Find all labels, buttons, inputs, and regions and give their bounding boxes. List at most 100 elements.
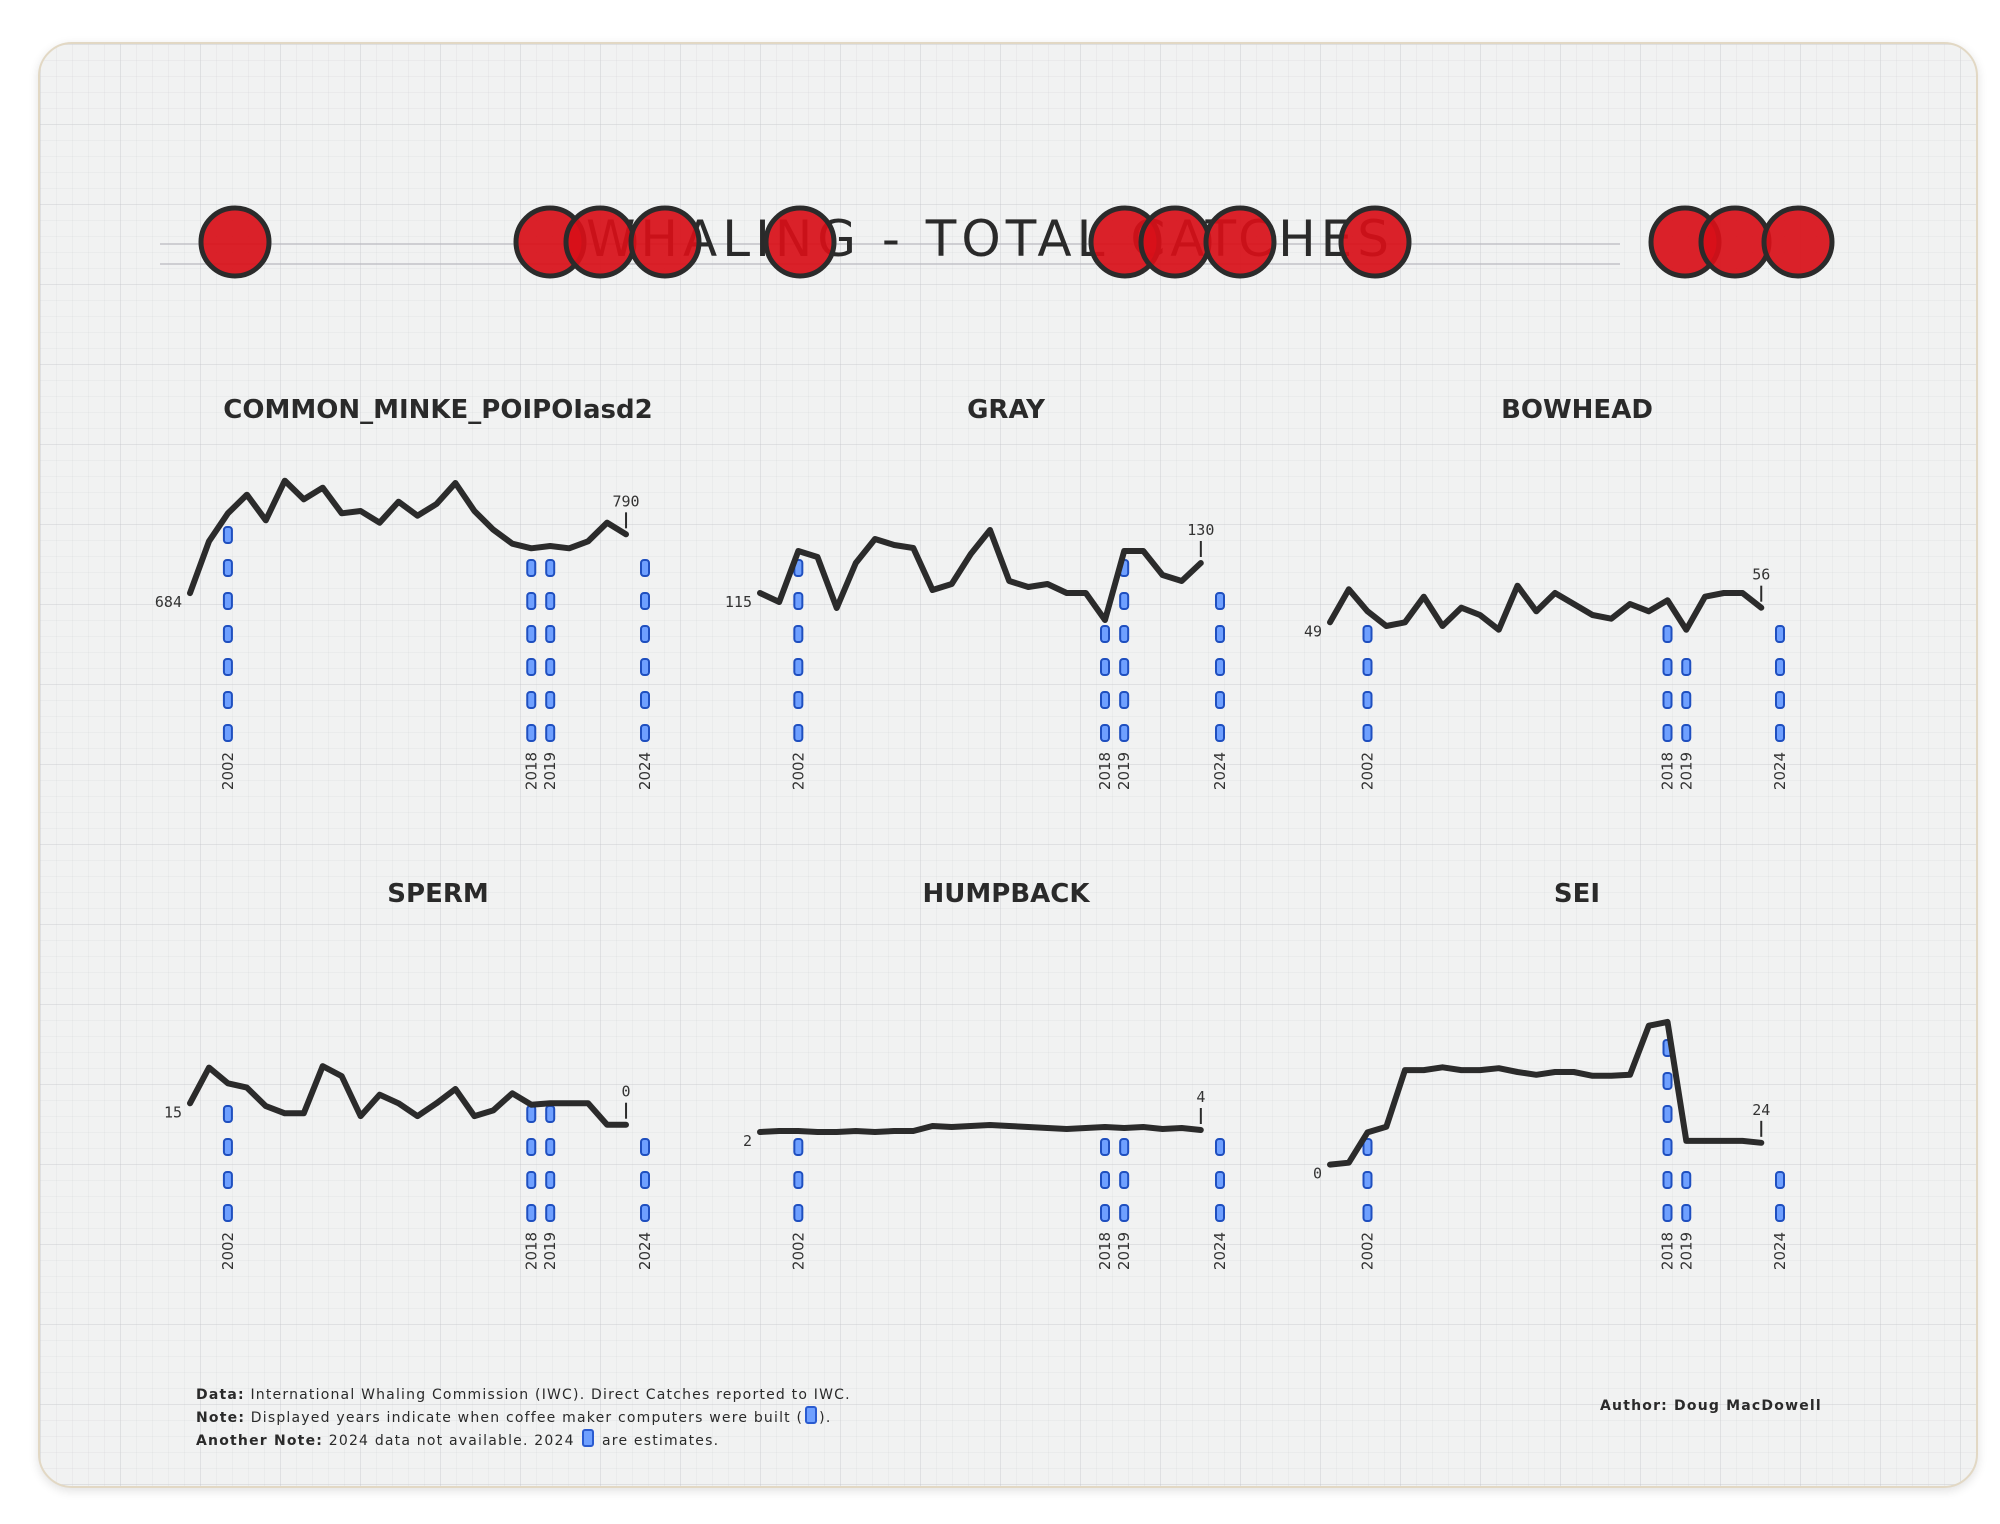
data-point <box>282 1110 288 1116</box>
data-point <box>1758 1140 1764 1146</box>
data-point <box>1102 1124 1108 1130</box>
graph-paper-grid <box>40 44 1976 1486</box>
coffee-maker-icon <box>1681 724 1692 742</box>
data-point <box>358 1113 364 1119</box>
data-point <box>244 492 250 498</box>
end-value-label: 56 <box>1752 566 1770 584</box>
coffee-maker-icon <box>1362 1171 1373 1189</box>
coffee-maker-icon <box>1119 724 1130 742</box>
data-point <box>968 1123 974 1129</box>
year-tick-label: 2019 <box>541 752 559 790</box>
data-point <box>1627 601 1633 607</box>
data-point <box>585 538 591 544</box>
footnote-note-text-a: Displayed years indicate when coffee mak… <box>250 1410 804 1426</box>
year-tick-label: 2002 <box>789 1232 807 1270</box>
coffee-maker-icon <box>526 658 537 676</box>
year-tick-label: 2018 <box>1096 752 1114 790</box>
start-value-label: 2 <box>743 1132 752 1150</box>
coffee-maker-icon <box>1215 658 1225 676</box>
start-value-label: 0 <box>1313 1165 1322 1183</box>
series-line <box>1327 1018 1765 1168</box>
data-point <box>1608 1073 1614 1079</box>
coffee-maker-icon <box>1662 1072 1673 1090</box>
year-tick-label: 2019 <box>1677 1232 1695 1270</box>
data-point <box>1383 1124 1389 1130</box>
coffee-maker-icon <box>640 691 650 709</box>
coffee-maker-icon <box>1100 1138 1110 1156</box>
data-point <box>1496 1065 1502 1071</box>
data-point <box>1571 601 1577 607</box>
data-point <box>1006 578 1012 584</box>
year-tick-label: 2018 <box>1659 1232 1677 1270</box>
data-point <box>1064 1126 1070 1132</box>
coffee-maker-icon <box>1119 625 1130 643</box>
coffee-maker-icon <box>545 592 556 610</box>
series-line <box>1327 582 1765 633</box>
data-point <box>1477 612 1483 618</box>
title-group: WHALING - TOTAL CATCHES <box>160 205 1835 279</box>
data-point <box>757 1129 763 1135</box>
chart-panel: BOWHEAD 2002 2018 2019 2024 49 56 <box>1304 395 1789 790</box>
data-point <box>872 1129 878 1135</box>
data-point <box>815 554 820 560</box>
author-credit: Author: Doug MacDowell <box>1600 1398 1822 1414</box>
coffee-maker-icon <box>222 526 233 544</box>
data-point <box>930 1123 935 1129</box>
coffee-maker-icon <box>640 724 650 742</box>
coffee-maker-icon <box>1775 724 1785 742</box>
data-point <box>1402 619 1408 625</box>
data-point <box>1552 1069 1558 1075</box>
year-tick-label: 2018 <box>522 752 540 790</box>
coffee-maker-icon <box>545 1105 556 1123</box>
data-point <box>1477 1067 1483 1073</box>
data-point <box>1327 1162 1333 1168</box>
data-point <box>987 527 993 533</box>
coffee-maker-icon <box>1119 592 1130 610</box>
year-tick-label: 2024 <box>1211 1232 1229 1270</box>
coffee-maker-icon <box>1100 724 1110 742</box>
data-point <box>1121 548 1127 554</box>
coffee-maker-icon <box>1362 1138 1373 1156</box>
coffee-maker-icon <box>1775 658 1785 676</box>
data-point <box>187 1100 193 1106</box>
footnotes: Data: International Whaling Commission (… <box>196 1384 851 1452</box>
data-point <box>1740 590 1745 596</box>
data-point <box>853 560 859 566</box>
data-point <box>1365 608 1370 614</box>
series-line <box>187 477 629 597</box>
data-point <box>891 1128 897 1134</box>
data-point <box>1458 605 1464 611</box>
data-point <box>206 538 212 544</box>
data-point <box>1365 1129 1370 1135</box>
coffee-maker-icon <box>640 625 650 643</box>
coffee-maker-icon <box>793 691 804 709</box>
data-point <box>1627 1072 1633 1078</box>
end-value-label: 24 <box>1752 1101 1770 1119</box>
data-point <box>1515 1069 1520 1075</box>
data-point <box>1421 1067 1427 1073</box>
data-point <box>1458 1067 1464 1073</box>
chart-board: WHALING - TOTAL CATCHES COMMON_MINKE_POI… <box>38 42 1978 1488</box>
year-tick-label: 2024 <box>1771 1232 1789 1270</box>
data-point <box>910 545 916 551</box>
data-point <box>320 1063 326 1069</box>
coffee-maker-icon <box>1215 691 1225 709</box>
coffee-maker-icon <box>1362 724 1373 742</box>
data-point <box>1179 1125 1185 1131</box>
year-tick-label: 2002 <box>1359 752 1377 790</box>
data-point <box>396 1100 402 1106</box>
data-point <box>1006 1123 1012 1129</box>
data-point <box>834 605 840 611</box>
data-point <box>604 1122 610 1128</box>
footnote-data-lead: Data: <box>196 1387 245 1403</box>
coffee-maker-icon <box>1215 1138 1225 1156</box>
chart-panel: SEI 2002 2018 2019 2024 0 24 <box>1313 879 1789 1270</box>
data-point <box>490 1107 496 1113</box>
red-dot <box>763 205 837 279</box>
coffee-maker-icon <box>222 592 233 610</box>
year-tick-label: 2019 <box>541 1232 559 1270</box>
data-point <box>528 545 534 551</box>
data-point <box>1702 1138 1708 1144</box>
end-value-label: 130 <box>1187 521 1214 539</box>
coffee-maker-icon <box>545 658 556 676</box>
